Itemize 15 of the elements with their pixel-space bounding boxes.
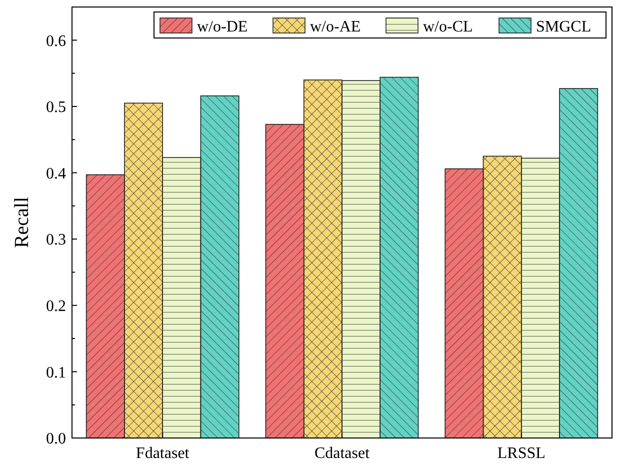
y-tick-label: 0.3 (46, 232, 66, 249)
y-tick-label: 0.5 (46, 99, 66, 116)
x-tick-label: Fdataset (136, 445, 190, 462)
x-tick-label: Cdataset (314, 445, 370, 462)
y-axis-title: Recall (11, 196, 33, 248)
legend-label: w/o-CL (423, 18, 473, 36)
legend-label: w/o-DE (197, 18, 248, 36)
y-tick-label: 0.0 (46, 430, 66, 448)
legend-label: w/o-AE (310, 18, 361, 36)
x-tick-label: LRSSL (497, 445, 546, 462)
y-tick-label: 0.6 (46, 32, 66, 50)
y-tick-label: 0.1 (46, 364, 66, 382)
legend-label: SMGCL (536, 18, 592, 36)
y-tick-label: 0.4 (46, 165, 66, 182)
y-tick-label: 0.2 (46, 298, 66, 315)
